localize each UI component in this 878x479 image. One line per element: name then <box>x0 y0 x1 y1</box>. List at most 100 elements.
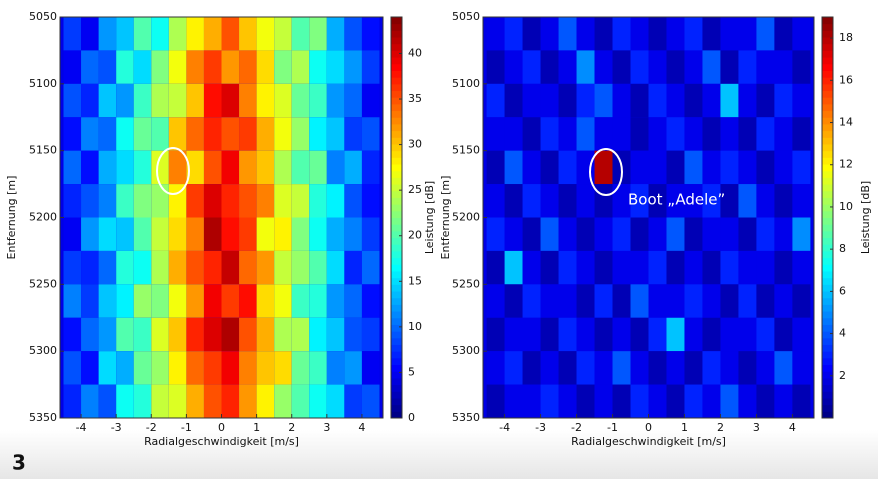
heatmap-cell <box>168 217 187 251</box>
heatmap-cell <box>648 83 667 118</box>
heatmap-cell <box>221 117 240 151</box>
heatmap-cell <box>738 284 757 318</box>
colorbar-tick-label: 40 <box>408 46 422 59</box>
heatmap-cell <box>594 150 613 185</box>
colorbar-segment <box>822 90 833 98</box>
heatmap-cell <box>98 17 117 51</box>
heatmap-cell <box>486 351 505 385</box>
heatmap-cell <box>756 184 775 218</box>
colorbar-segment <box>391 150 402 158</box>
colorbar-segment <box>391 123 402 132</box>
heatmap-cell <box>256 250 275 285</box>
heatmap-cell <box>792 351 811 385</box>
colorbar-segment <box>391 384 402 392</box>
colorbar-label: Leistung [dB] <box>859 181 872 254</box>
heatmap-cell <box>522 250 541 285</box>
x-tick-label: 3 <box>323 421 330 434</box>
heatmap-cell <box>486 83 505 118</box>
heatmap-cell <box>344 250 362 285</box>
heatmap-cell <box>792 83 811 118</box>
colorbar-segment <box>822 371 833 379</box>
heatmap-cell <box>239 184 257 218</box>
heatmap-cell <box>756 17 775 51</box>
heatmap-cell <box>486 184 505 218</box>
heatmap-cell <box>792 217 811 251</box>
colorbar-tick-label: 6 <box>839 284 846 297</box>
colorbar-segment <box>822 23 833 31</box>
heatmap-cell <box>309 384 327 418</box>
heatmap-cell <box>612 284 631 318</box>
heatmap-cell <box>133 50 152 84</box>
heatmap-cell <box>344 17 362 51</box>
heatmap-cell <box>133 384 152 418</box>
heatmap-cell <box>576 150 595 185</box>
heatmap-cell <box>594 351 613 385</box>
heatmap-cell <box>540 217 559 251</box>
heatmap-cell <box>116 117 134 151</box>
heatmap-cell <box>186 83 204 118</box>
heatmap-cell <box>702 83 721 118</box>
heatmap-cell <box>239 83 257 118</box>
heatmap-cell <box>666 351 685 385</box>
heatmap-cell <box>133 351 152 385</box>
x-tick-label: 4 <box>358 421 365 434</box>
figure-label: 3 <box>12 451 26 475</box>
heatmap-cell <box>702 50 721 84</box>
heatmap-cell <box>738 83 757 118</box>
colorbar-tick-label: 16 <box>839 73 853 86</box>
heatmap-cell <box>63 317 82 352</box>
colorbar-frame <box>390 16 403 419</box>
heatmap-cell <box>630 17 649 51</box>
colorbar-segment <box>391 230 402 239</box>
x-axis-label: Radialgeschwindigkeit [m/s] <box>571 435 726 448</box>
heatmap-cell <box>486 317 505 352</box>
heatmap-cell <box>81 17 99 51</box>
heatmap-cell <box>684 83 703 118</box>
y-tick-label: 5200 <box>452 211 480 224</box>
heatmap-cell <box>774 50 793 84</box>
colorbar-segment <box>822 384 833 392</box>
heatmap-cell <box>702 17 721 51</box>
heatmap-cell <box>720 250 739 285</box>
heatmap-cell <box>151 150 169 185</box>
heatmap-cell <box>274 184 292 218</box>
heatmap-cell <box>684 17 703 51</box>
heatmap-cell <box>522 50 541 84</box>
heatmap-cell <box>594 50 613 84</box>
colorbar-segment <box>822 257 833 265</box>
heatmap-cell <box>738 17 757 51</box>
heatmap-cell <box>309 17 327 51</box>
heatmap-cell <box>792 384 811 418</box>
colorbar-label: Leistung [dB] <box>423 181 436 254</box>
colorbar-tick-label: 30 <box>408 138 422 151</box>
heatmap-cell <box>133 250 152 285</box>
heatmap-cell <box>221 50 240 84</box>
colorbar-segment <box>822 337 833 345</box>
heatmap-cell <box>630 217 649 251</box>
heatmap-cell <box>186 184 204 218</box>
heatmap-cell <box>666 83 685 118</box>
heatmap-cell <box>576 17 595 51</box>
heatmap-cell <box>648 384 667 418</box>
colorbar-segment <box>391 337 402 345</box>
heatmap-cell <box>630 83 649 118</box>
heatmap-cell <box>133 184 152 218</box>
heatmap-cell <box>151 284 169 318</box>
heatmap-cell <box>504 50 523 84</box>
heatmap-cell <box>558 117 577 151</box>
heatmap-cell <box>203 150 222 185</box>
heatmap-cell <box>291 250 310 285</box>
colorbar-segment <box>822 63 833 71</box>
heatmap-cell <box>309 50 327 84</box>
x-tick-label: -3 <box>111 421 122 434</box>
heatmap-cell <box>792 17 811 51</box>
heatmap-cell <box>774 83 793 118</box>
heatmap-cell <box>81 184 99 218</box>
colorbar-segment <box>391 117 402 125</box>
heatmap-cell <box>576 351 595 385</box>
heatmap-cell <box>203 217 222 251</box>
colorbar-segment <box>822 391 833 399</box>
heatmap-cell <box>666 117 685 151</box>
colorbar-segment <box>822 137 833 145</box>
